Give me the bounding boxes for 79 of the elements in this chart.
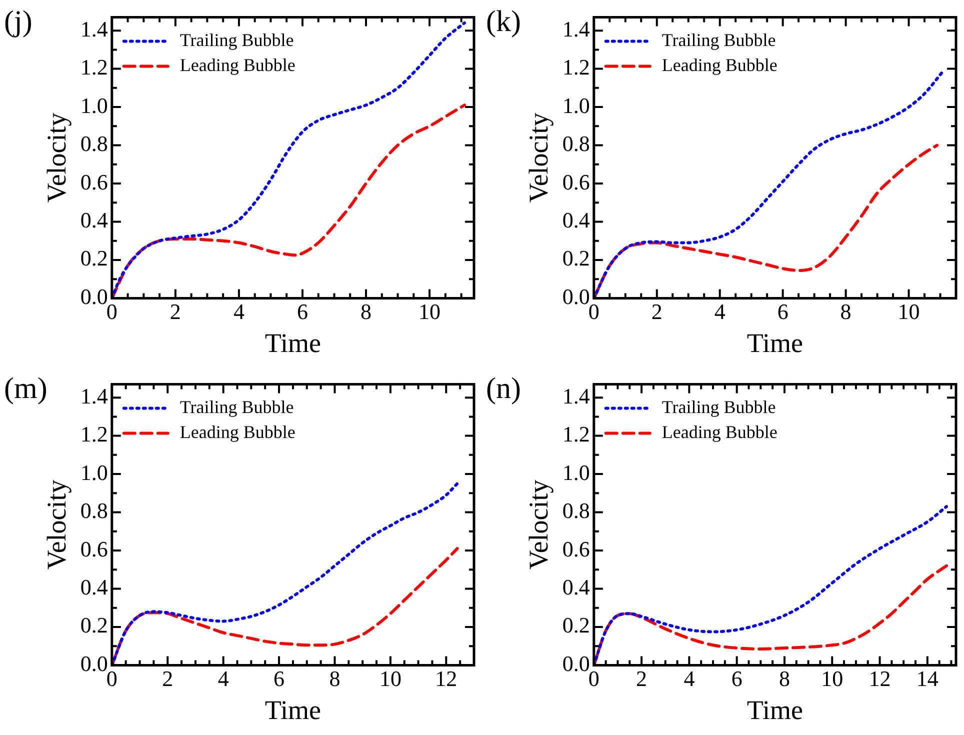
x-tick-label: 6: [274, 666, 285, 692]
x-axis-title: Time: [264, 694, 321, 725]
y-tick-label: 1.2: [562, 422, 590, 447]
y-tick-label: 1.0: [562, 92, 590, 118]
y-tick-label: 0.8: [562, 131, 590, 156]
x-tick-label: 0: [106, 666, 118, 692]
x-tick-label: 2: [651, 299, 662, 324]
y-tick-label: 1.4: [80, 383, 108, 408]
legend-label: Leading Bubble: [662, 54, 778, 75]
x-tick-label: 6: [777, 299, 788, 324]
chart-title: (m): [4, 372, 48, 405]
x-tick-label: 8: [840, 299, 852, 324]
legend-label: Trailing Bubble: [180, 30, 294, 50]
y-tick-label: 0.4: [80, 574, 108, 600]
x-tick-label: 0: [106, 299, 118, 324]
y-tick-label: 0.6: [562, 536, 590, 562]
legend-label: Trailing Bubble: [662, 30, 776, 50]
y-tick-label: 1.0: [80, 92, 108, 118]
x-tick-label: 8: [329, 666, 340, 692]
x-axis-title: Time: [746, 694, 803, 725]
y-tick-label: 1.4: [562, 16, 590, 42]
y-tick-label: 0.2: [80, 612, 108, 638]
x-axis-title: Time: [746, 328, 803, 358]
y-tick-label: 1.4: [80, 16, 108, 42]
x-tick-label: 4: [684, 666, 695, 692]
y-tick-label: 1.0: [80, 460, 108, 485]
x-tick-label: 12: [868, 666, 891, 692]
x-tick-label: 10: [821, 666, 844, 692]
x-tick-label: 14: [916, 666, 938, 692]
legend-label: Leading Bubble: [180, 54, 296, 75]
y-tick-label: 1.4: [562, 383, 590, 408]
x-tick-label: 6: [731, 666, 742, 692]
x-tick-label: 2: [636, 666, 648, 692]
y-tick-label: 0.2: [80, 246, 108, 271]
y-tick-label: 0.4: [562, 574, 590, 600]
chart-title: (k): [486, 4, 521, 38]
x-tick-label: 10: [379, 666, 402, 692]
legend-label: Trailing Bubble: [180, 396, 294, 417]
x-tick-label: 12: [435, 666, 458, 692]
x-tick-label: 4: [218, 666, 229, 692]
y-tick-label: 0.0: [80, 650, 108, 676]
y-axis-title: Velocity: [523, 112, 554, 203]
x-tick-label: 2: [170, 299, 181, 324]
x-tick-label: 8: [360, 299, 372, 324]
y-tick-label: 0.8: [562, 498, 590, 524]
x-tick-label: 2: [162, 666, 174, 692]
x-tick-label: 10: [898, 299, 920, 324]
y-tick-label: 0.6: [80, 536, 108, 562]
x-axis-title: Time: [264, 328, 321, 358]
y-tick-label: 0.0: [562, 284, 590, 309]
x-tick-label: 0: [588, 666, 600, 692]
y-tick-label: 0.0: [562, 650, 590, 676]
y-tick-label: 0.2: [562, 612, 590, 638]
legend-label: Leading Bubble: [180, 422, 296, 442]
y-tick-label: 0.4: [80, 208, 108, 233]
chart-title: (n): [486, 372, 521, 405]
y-tick-label: 1.2: [562, 54, 590, 80]
x-tick-label: 4: [714, 299, 726, 324]
y-axis-title: Velocity: [523, 479, 554, 570]
legend-label: Leading Bubble: [662, 422, 778, 442]
y-tick-label: 0.6: [80, 169, 108, 194]
legend-label: Trailing Bubble: [662, 396, 776, 417]
y-axis-title: Velocity: [41, 479, 72, 570]
y-tick-label: 0.6: [562, 169, 590, 194]
x-tick-label: 6: [296, 299, 308, 324]
y-tick-label: 0.0: [80, 284, 108, 309]
x-tick-label: 4: [233, 299, 244, 324]
y-tick-label: 0.4: [562, 208, 590, 233]
x-tick-label: 10: [418, 299, 441, 324]
y-axis-title: Velocity: [41, 112, 72, 203]
y-tick-label: 0.8: [80, 498, 108, 524]
y-tick-label: 0.2: [562, 246, 590, 271]
chart-title: (j): [4, 4, 32, 38]
y-tick-label: 1.0: [562, 460, 590, 485]
x-tick-label: 8: [778, 666, 790, 692]
y-tick-label: 1.2: [80, 54, 108, 80]
x-tick-label: 0: [588, 299, 600, 324]
y-tick-label: 1.2: [80, 422, 108, 447]
y-tick-label: 0.8: [80, 131, 108, 156]
